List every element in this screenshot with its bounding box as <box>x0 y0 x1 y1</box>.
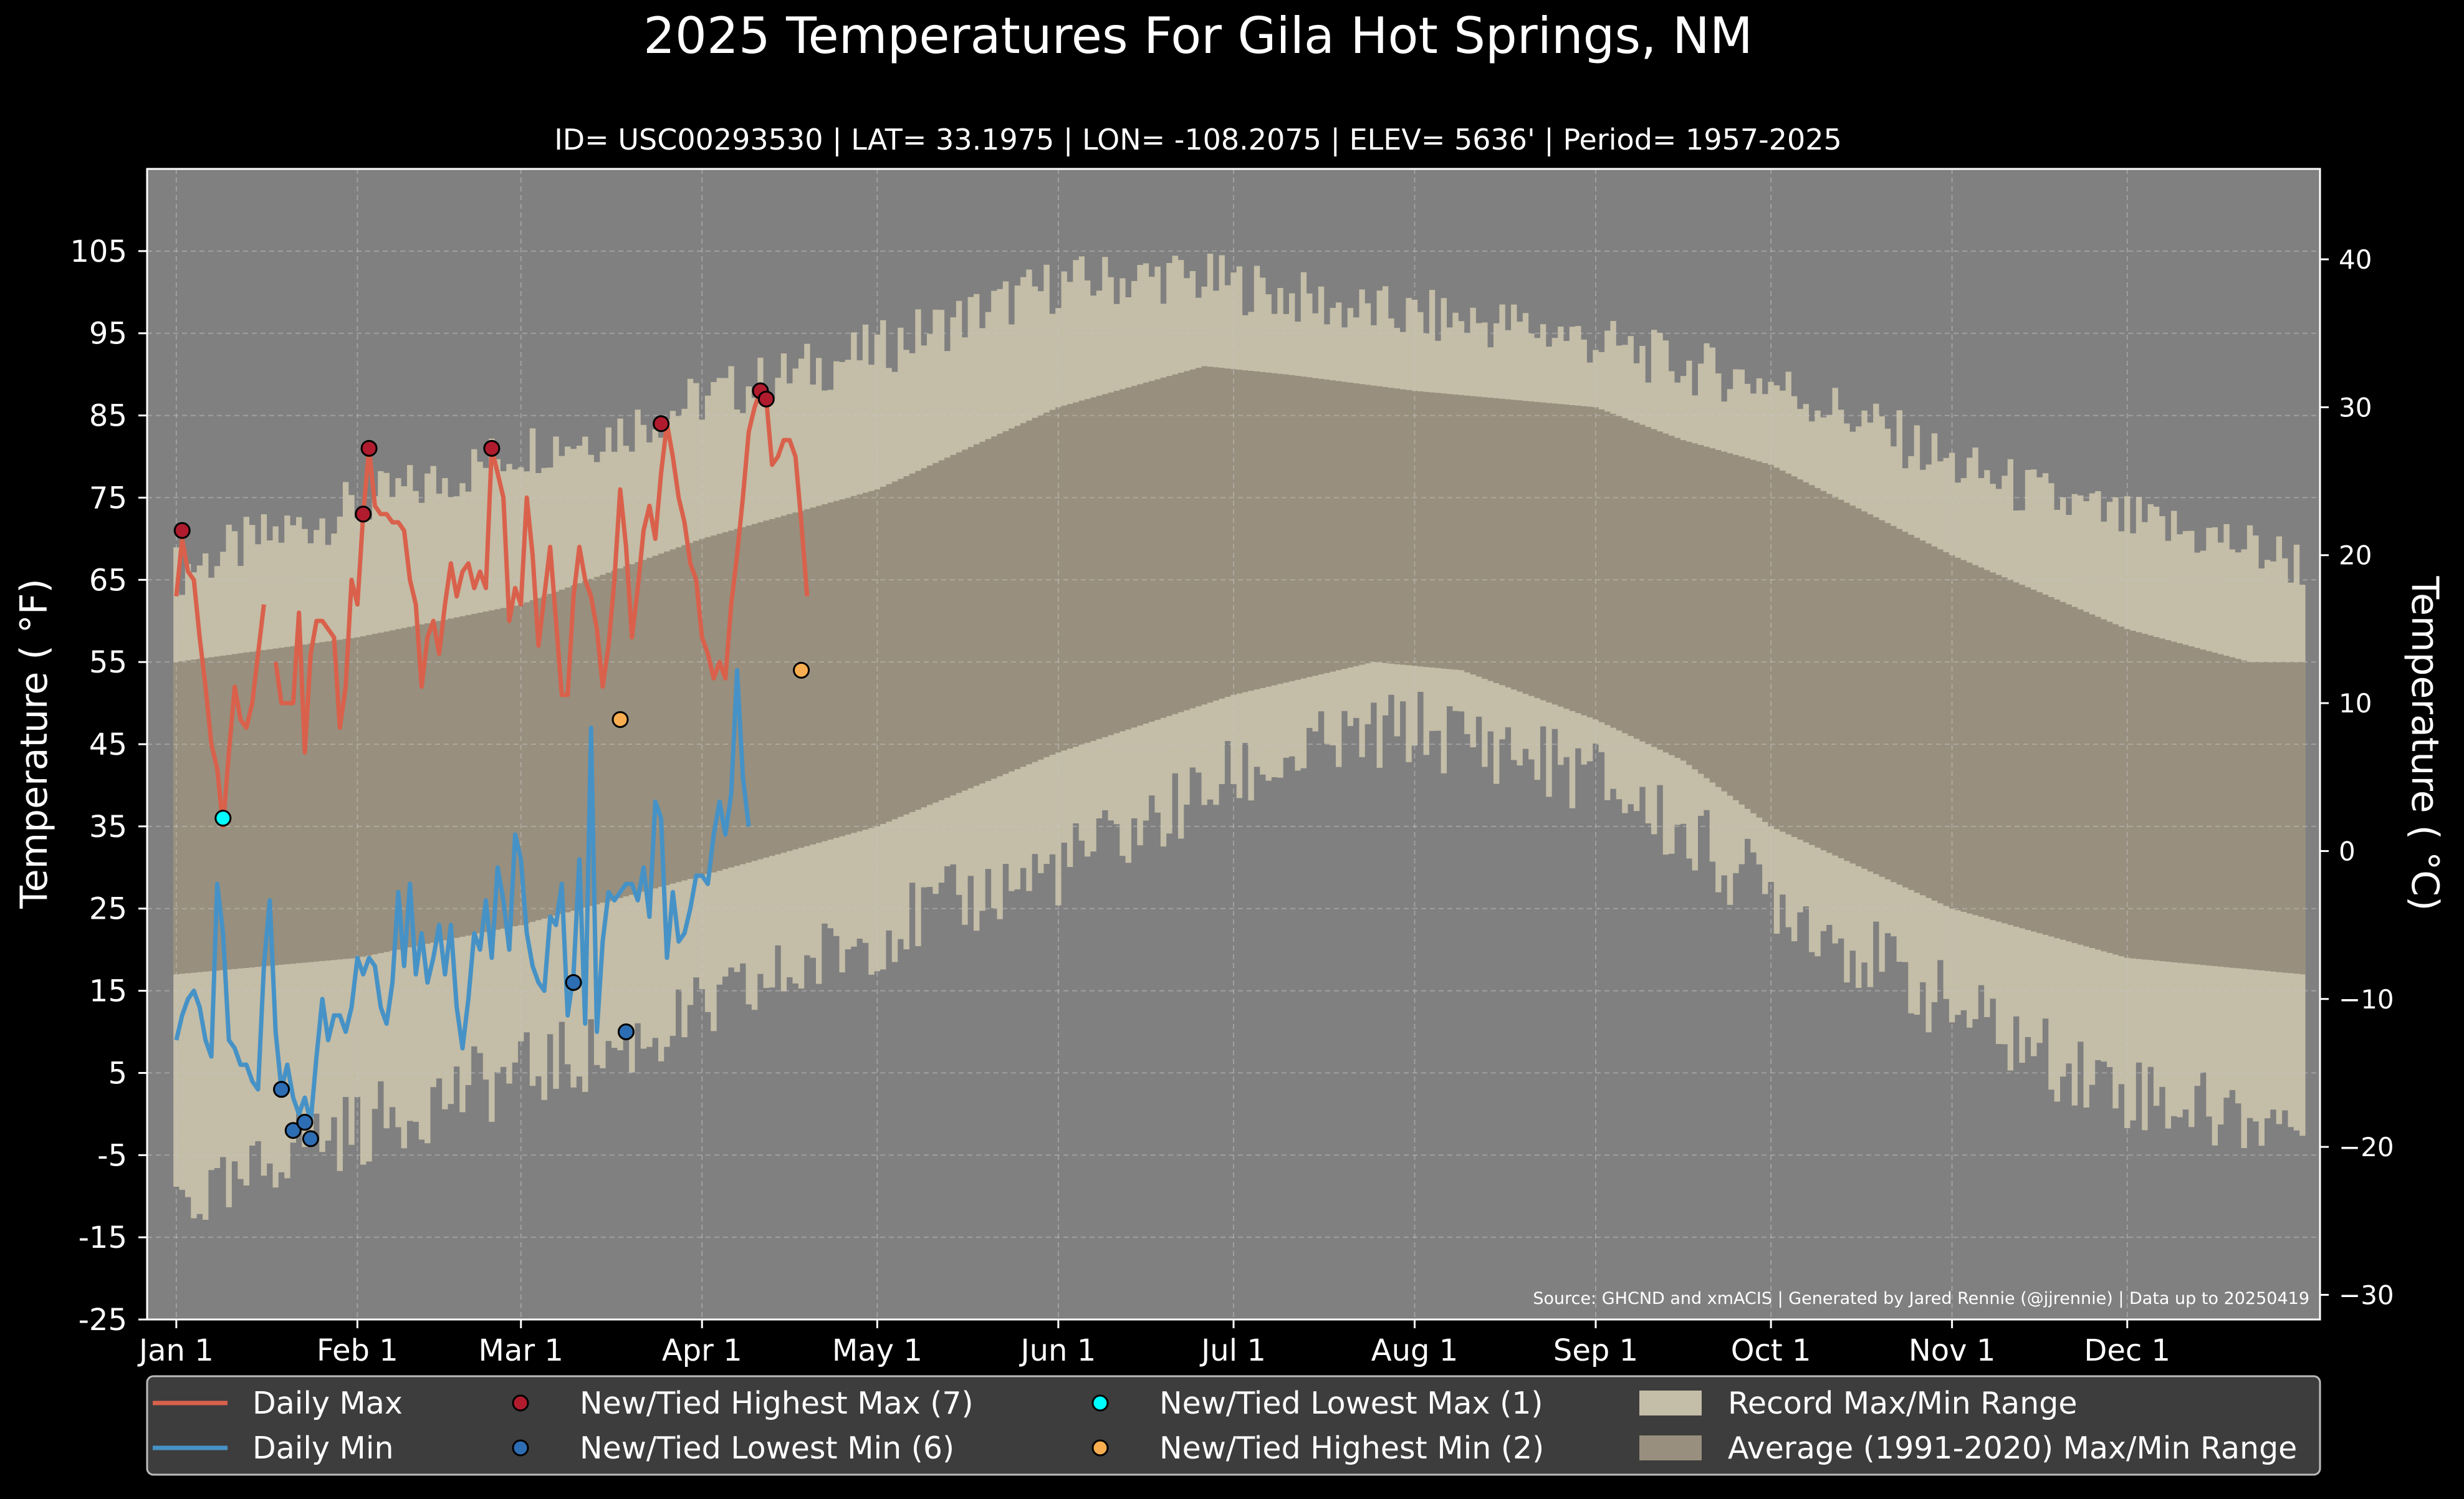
highest-min-marker <box>793 661 810 679</box>
y-tick-label: 55 <box>89 645 127 680</box>
y-right-tick-label: 0 <box>2339 836 2356 866</box>
y-axis-label-left: Temperature ( °F) <box>12 578 56 909</box>
y-right-tick-label: 30 <box>2339 392 2372 423</box>
highest-min-marker <box>611 711 629 728</box>
legend-label: Average (1991-2020) Max/Min Range <box>1728 1430 2297 1466</box>
legend-marker-swatch <box>512 1394 529 1412</box>
y-tick-label: 15 <box>89 974 127 1009</box>
y-axis-label-right: Temperature ( °C) <box>2403 576 2447 911</box>
x-tick-label: May 1 <box>832 1333 923 1368</box>
legend: Daily Max New/Tied Highest Max (7) New/Tie… <box>146 1375 2321 1476</box>
x-tick-label: Sep 1 <box>1553 1333 1638 1368</box>
plot-area: 105 95 85 75 65 55 45 35 25 15 5 -5 -15 -25 40 30 20 10 0 −… <box>70 168 2394 1368</box>
y-tick-label: -5 <box>97 1138 127 1173</box>
x-tick-label: Dec 1 <box>2084 1333 2170 1368</box>
x-tick-label: Apr 1 <box>662 1333 742 1368</box>
lowest-min-marker <box>273 1081 290 1098</box>
legend-patch-swatch <box>1639 1391 1702 1415</box>
y-tick-label: 75 <box>89 481 127 515</box>
y-right-tick-label: 20 <box>2339 540 2372 571</box>
legend-marker-swatch <box>1091 1439 1109 1457</box>
highest-max-marker <box>653 415 670 433</box>
legend-patch-swatch <box>1639 1435 1702 1460</box>
x-tick-label: Jul 1 <box>1199 1333 1266 1368</box>
chart-title: 2025 Temperatures For Gila Hot Springs, … <box>643 7 1753 65</box>
lowest-min-marker <box>302 1130 319 1147</box>
highest-max-marker <box>173 522 191 539</box>
highest-max-marker <box>483 439 501 457</box>
x-tick-label: Jun 1 <box>1019 1333 1096 1368</box>
highest-max-marker <box>757 390 775 408</box>
highest-max-marker <box>360 439 378 457</box>
y-tick-label: 95 <box>89 317 127 352</box>
source-note: Source: GHCND and xmACIS | Generated by … <box>1533 1289 2309 1308</box>
highest-max-marker <box>355 505 372 523</box>
y-right-tick-label: 10 <box>2339 688 2372 719</box>
y-tick-label: 85 <box>89 399 127 434</box>
y-tick-label: 105 <box>70 234 127 269</box>
y-right-tick-label: −30 <box>2339 1280 2394 1310</box>
lowest-min-marker <box>565 974 582 991</box>
y-right-tick-label: −20 <box>2339 1132 2394 1162</box>
lowest-min-marker <box>296 1114 314 1131</box>
daily-max-line <box>273 388 810 755</box>
legend-label: Daily Min <box>252 1430 394 1466</box>
y-tick-label: 5 <box>108 1056 127 1091</box>
legend-label: Record Max/Min Range <box>1728 1386 2078 1421</box>
y-tick-label: 45 <box>89 727 127 762</box>
x-tick-label: Jan 1 <box>137 1333 214 1368</box>
y-tick-label: 25 <box>89 892 127 927</box>
y-tick-label: -15 <box>79 1220 127 1255</box>
average-max-min-band <box>173 366 2306 975</box>
legend-label: New/Tied Highest Max (7) <box>580 1386 974 1421</box>
legend-box <box>146 1375 2321 1476</box>
legend-marker-swatch <box>512 1439 529 1457</box>
lowest-max-marker <box>214 810 232 827</box>
y-right-tick-label: 40 <box>2339 244 2372 275</box>
daily-min-line <box>174 668 751 1124</box>
x-tick-label: Oct 1 <box>1731 1333 1811 1368</box>
y-tick-label: 65 <box>89 563 127 598</box>
lowest-min-marker <box>617 1023 635 1040</box>
x-tick-label: Aug 1 <box>1371 1333 1459 1368</box>
legend-label: Daily Max <box>252 1386 403 1421</box>
x-tick-label: Feb 1 <box>317 1333 398 1368</box>
x-tick-label: Nov 1 <box>1909 1333 1995 1368</box>
chart-subtitle: ID= USC00293530 | LAT= 33.1975 | LON= -1… <box>554 123 1842 157</box>
legend-label: New/Tied Lowest Max (1) <box>1159 1386 1543 1421</box>
y-tick-label: -25 <box>79 1303 127 1338</box>
legend-marker-swatch <box>1091 1394 1109 1412</box>
legend-label: New/Tied Highest Min (2) <box>1159 1430 1544 1466</box>
daily-max-line <box>174 536 266 829</box>
legend-label: New/Tied Lowest Min (6) <box>580 1430 954 1466</box>
y-tick-label: 35 <box>89 810 127 845</box>
y-right-tick-label: −10 <box>2339 984 2394 1015</box>
x-tick-label: Mar 1 <box>479 1333 563 1368</box>
lowest-min-marker <box>284 1122 302 1139</box>
